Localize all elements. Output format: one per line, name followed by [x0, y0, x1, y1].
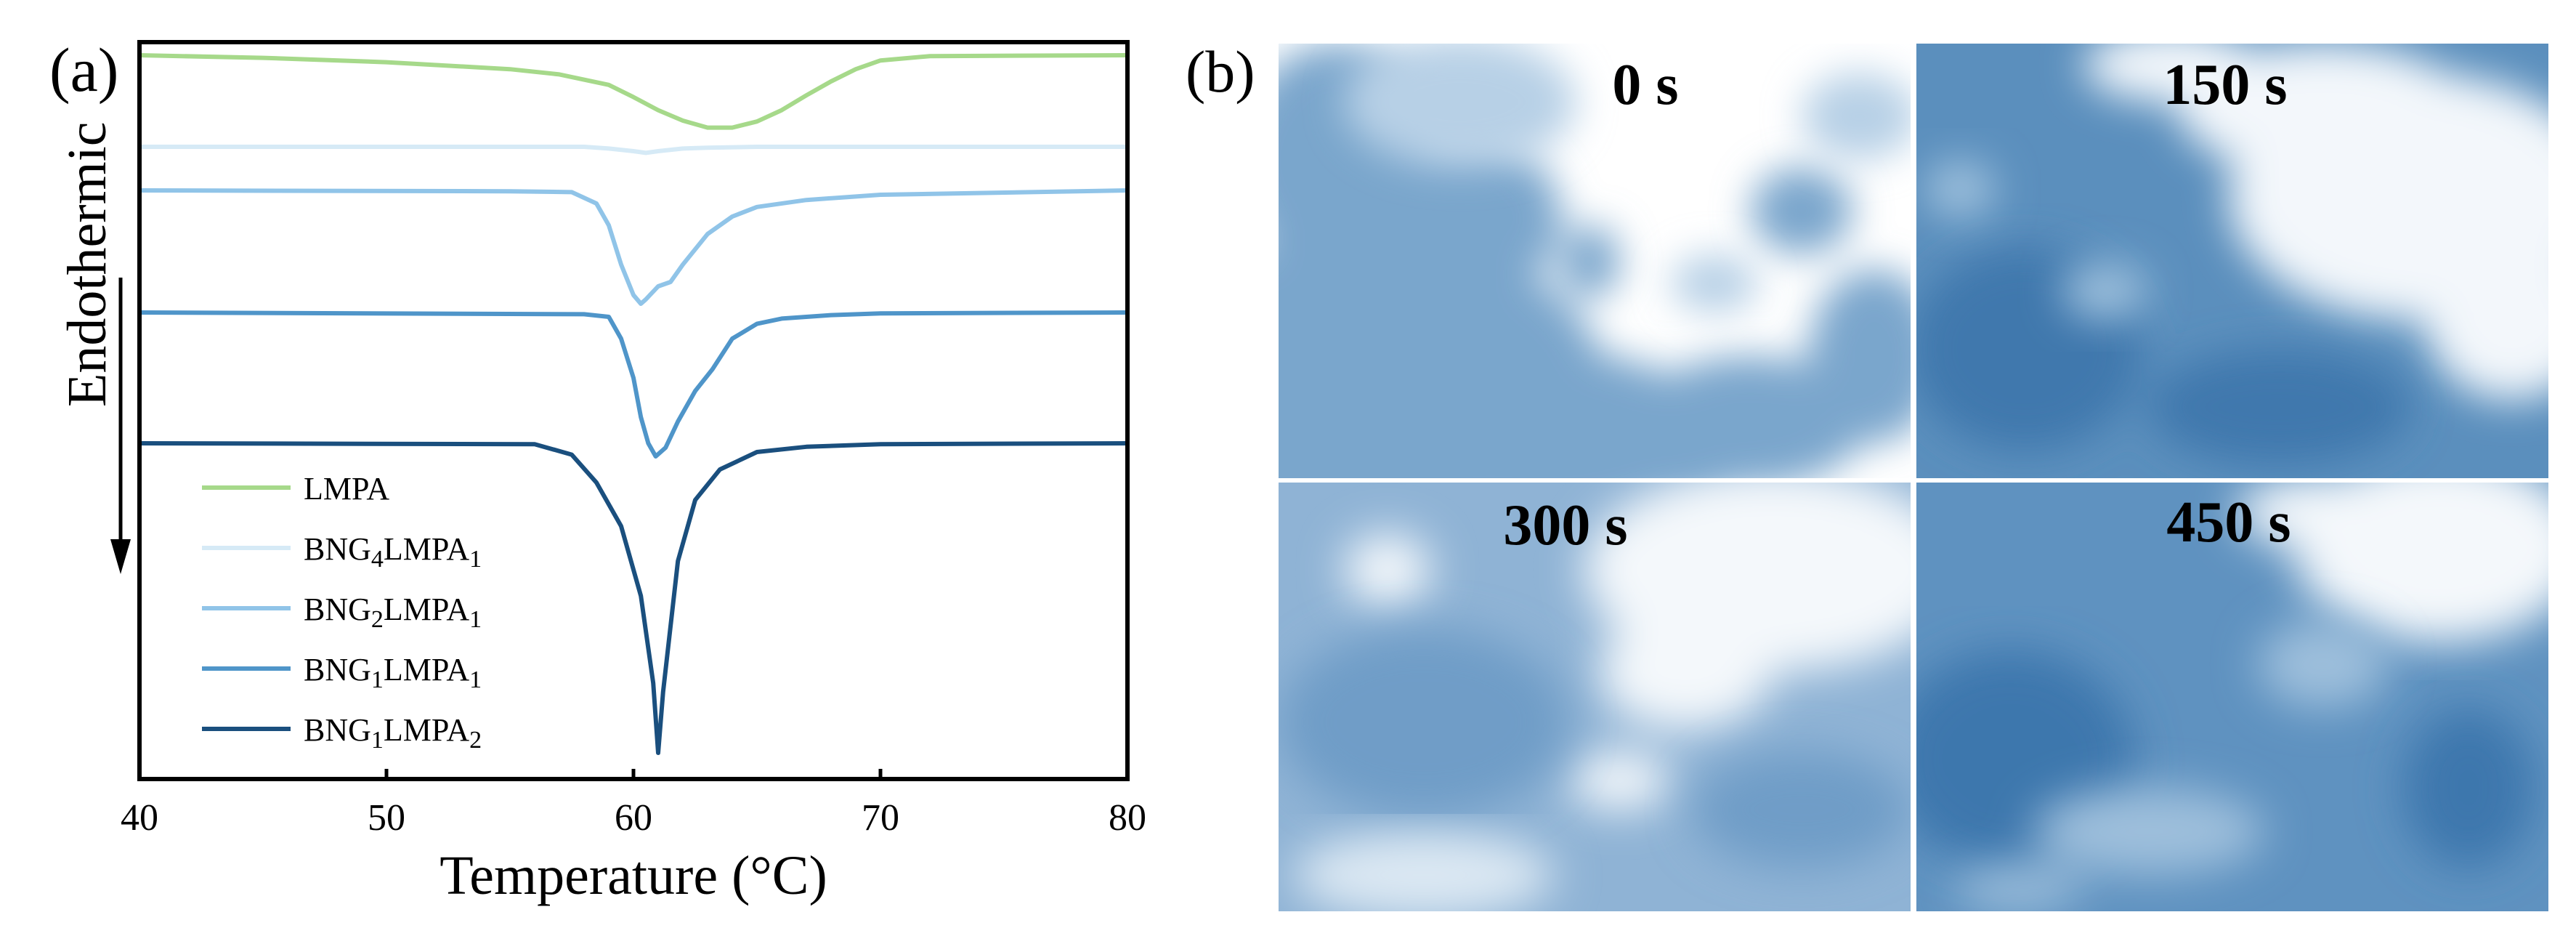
series-line-BNG4LMPA1 — [139, 145, 1127, 156]
micrograph-0s: 0 s — [1279, 44, 1911, 478]
micrograph-150s: 150 s — [1916, 44, 2548, 478]
micrograph-450s-image — [1916, 483, 2548, 911]
legend-label-BNG1LMPA2: BNG1LMPA2 — [304, 712, 482, 754]
legend-label-BNG4LMPA1: BNG4LMPA1 — [304, 531, 482, 573]
x-tick-label: 50 — [368, 797, 405, 839]
tile-label-0s: 0 s — [1612, 53, 1679, 117]
x-tick-label: 70 — [862, 797, 899, 839]
legend: LMPA BNG4LMPA1 BNG2LMPA1 BNG1LMPA1 BNG1LMPA2 — [202, 471, 482, 754]
x-axis-title: Temperature (°C) — [440, 845, 827, 906]
x-tick-label: 80 — [1109, 797, 1146, 839]
series-line-LMPA — [139, 53, 1128, 130]
tile-label-450s: 450 s — [2166, 491, 2291, 554]
x-axis-ticks: 40 50 60 70 80 — [121, 769, 1146, 839]
tile-label-150s: 150 s — [2163, 53, 2288, 117]
x-tick-label: 60 — [615, 797, 652, 839]
legend-label-LMPA: LMPA — [304, 471, 389, 507]
legend-label-BNG1LMPA1: BNG1LMPA1 — [304, 652, 482, 693]
dsc-chart: (a) 40 50 60 70 80 Temperature (°C) Endother… — [49, 35, 1146, 906]
micrograph-150s-image — [1916, 44, 2548, 478]
tile-label-300s: 300 s — [1503, 493, 1628, 557]
micrograph-300s-image — [1279, 483, 1911, 911]
series-line-BNG1LMPA2 — [139, 441, 1128, 755]
y-axis-title: Endothermic — [57, 121, 118, 407]
micrograph-0s-image — [1279, 44, 1911, 478]
panel-a-label: (a) — [49, 35, 118, 105]
panel-b-label: (b) — [1186, 39, 1255, 105]
series-line-BNG1LMPA1 — [139, 310, 1128, 459]
plot-lines — [139, 53, 1128, 755]
legend-label-BNG2LMPA1: BNG2LMPA1 — [304, 592, 482, 633]
series-line-BNG2LMPA1 — [139, 188, 1128, 306]
x-tick-label: 40 — [121, 797, 158, 839]
micrograph-300s: 300 s — [1279, 483, 1911, 911]
micrograph-450s: 450 s — [1916, 483, 2548, 911]
endothermic-arrow-icon — [110, 278, 131, 574]
